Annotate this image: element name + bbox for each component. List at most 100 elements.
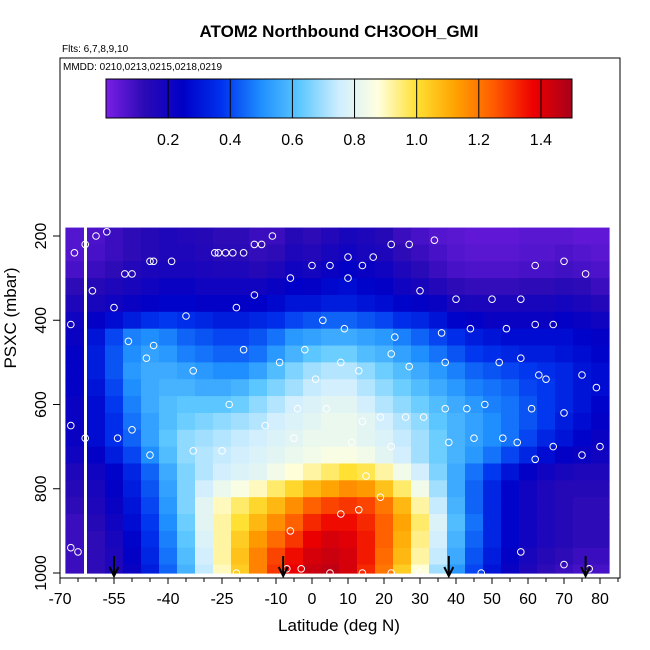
heatmap-cell (321, 227, 340, 246)
x-tick-label: 10 (339, 591, 357, 608)
observation-point (531, 320, 540, 329)
heatmap-cell (177, 362, 196, 380)
observation-point (535, 371, 543, 379)
heatmap-cell (339, 261, 358, 279)
heatmap-cell (321, 480, 340, 498)
heatmap-cell (465, 244, 484, 262)
heatmap-cell (357, 547, 376, 566)
heatmap-cell (411, 396, 430, 414)
heatmap-cell (519, 446, 538, 465)
heatmap-cell (501, 261, 520, 279)
heatmap-cell (375, 429, 394, 448)
heatmap-cell (303, 480, 322, 498)
heatmap-cell (303, 278, 322, 296)
heatmap-cell (87, 227, 106, 246)
heatmap-cell (267, 480, 286, 498)
observation-point (301, 345, 309, 354)
heatmap-cell (519, 379, 538, 397)
heatmap-cell (285, 446, 304, 465)
heatmap-cell (87, 530, 106, 549)
heatmap-cell (591, 261, 610, 279)
heatmap-cell (105, 345, 124, 363)
heatmap-cell (321, 412, 340, 431)
observation-point (592, 383, 601, 392)
heatmap-cell (105, 261, 124, 279)
heatmap-cell (573, 261, 592, 279)
heatmap-cell (141, 446, 160, 465)
heatmap-cell (267, 244, 286, 262)
heatmap-cell (249, 396, 268, 414)
observation-point (387, 569, 396, 577)
observation-point (128, 270, 136, 278)
observation-point (344, 274, 352, 282)
heatmap-cell (65, 547, 84, 566)
heatmap-cell (123, 244, 142, 262)
heatmap-cell (465, 328, 484, 347)
heatmap-cell (249, 530, 268, 549)
heatmap-cell (213, 412, 232, 431)
heatmap-cell (429, 362, 448, 380)
heatmap-cell (177, 328, 196, 347)
heatmap-cell (87, 412, 106, 431)
observation-point (146, 451, 154, 459)
heatmap-cell (249, 480, 268, 498)
heatmap-cell (177, 261, 196, 279)
heatmap-cell (483, 429, 502, 448)
heatmap-cell (159, 311, 178, 330)
dates-annotation: MMDD: 0210,0213,0215,0218,0219 (63, 62, 222, 73)
observation-point (578, 451, 586, 459)
heatmap-cell (159, 514, 178, 532)
heatmap-cell (519, 412, 538, 431)
heatmap-cell (393, 311, 412, 330)
heatmap-cell (285, 480, 304, 498)
heatmap-cell (339, 328, 358, 347)
observation-point (239, 345, 248, 354)
heatmap-cell (177, 547, 196, 566)
heatmap-cell (465, 278, 484, 296)
heatmap-cell (429, 379, 448, 397)
heatmap-cell (429, 530, 448, 549)
heatmap-cell (573, 328, 592, 347)
heatmap-cell (303, 294, 322, 313)
heatmap-cell (87, 514, 106, 532)
observation-point (146, 257, 154, 266)
heatmap-cell (267, 446, 286, 465)
heatmap-cell (447, 446, 466, 465)
observation-point (513, 438, 522, 447)
heatmap-cell (87, 497, 106, 515)
heatmap-cell (573, 514, 592, 532)
heatmap-cell (483, 362, 502, 380)
heatmap-cell (465, 379, 484, 397)
heatmap-cell (159, 412, 178, 431)
heatmap-cell (375, 345, 394, 363)
heatmap-cell (573, 463, 592, 481)
heatmap-cell (123, 497, 142, 515)
heatmap-cell (65, 328, 84, 347)
heatmap-cell (141, 261, 160, 279)
heatmap-cell (285, 463, 304, 481)
colorbar-tick-label: 0.4 (219, 132, 241, 149)
heatmap-cell (177, 480, 196, 498)
heatmap-cell (141, 412, 160, 431)
heatmap-cell (303, 429, 322, 448)
heatmap-cell (123, 530, 142, 549)
heatmap-cell (285, 412, 304, 431)
heatmap-cell (411, 379, 430, 397)
heatmap-cell (447, 379, 466, 397)
heatmap-cell (519, 547, 538, 566)
heatmap-cell (429, 446, 448, 465)
heatmap-cell (321, 530, 340, 549)
heatmap-cell (65, 294, 84, 313)
observation-point (441, 404, 450, 413)
observation-point (416, 287, 424, 295)
heatmap-cell (375, 379, 394, 397)
heatmap-cell (573, 278, 592, 296)
heatmap-cell (393, 227, 412, 246)
heatmap-cell (195, 261, 214, 279)
heatmap-cell (123, 261, 142, 279)
heatmap-cell (303, 463, 322, 481)
heatmap-cell (267, 564, 286, 574)
heatmap-cell (339, 294, 358, 313)
heatmap-cell (393, 463, 412, 481)
heatmap-cell (555, 514, 574, 532)
